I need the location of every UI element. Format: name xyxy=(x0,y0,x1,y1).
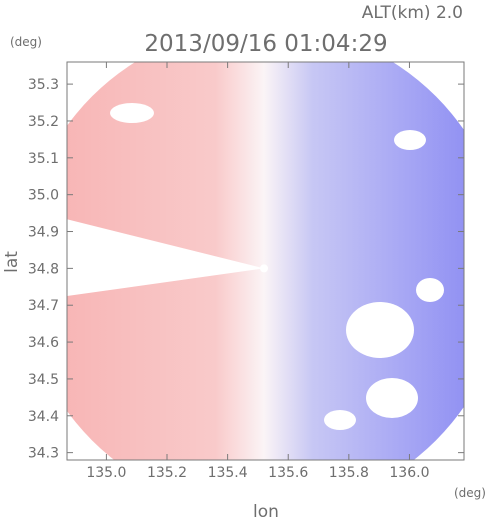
plot-frame xyxy=(66,61,465,461)
x-axis-label: lon xyxy=(253,502,279,521)
no-echo-area-1 xyxy=(366,378,418,418)
chart-title: 2013/09/16 01:04:29 xyxy=(144,31,387,57)
y-axis-label: lat xyxy=(2,251,22,273)
x-tick-label: 135.4 xyxy=(208,465,248,481)
x-axis: 135.0 135.2 135.4 135.6 135.8 136.0 xyxy=(86,62,429,481)
y-tick-label: 34.7 xyxy=(28,298,59,314)
no-echo-area-4 xyxy=(110,103,154,123)
no-echo-area-3 xyxy=(416,278,444,302)
y-tick-label: 35.2 xyxy=(28,114,59,130)
y-tick-label: 35.3 xyxy=(28,77,59,93)
y-axis: 34.3 34.4 34.5 34.6 34.7 34.8 34.9 35.0 35.1 35.2… xyxy=(28,77,464,462)
y-tick-label: 34.5 xyxy=(28,372,59,388)
y-tick-label: 34.6 xyxy=(28,335,59,351)
x-tick-label: 135.2 xyxy=(147,465,187,481)
x-tick-label: 136.0 xyxy=(389,465,429,481)
altitude-label: ALT(km) 2.0 xyxy=(362,3,463,23)
x-tick-label: 135.0 xyxy=(86,465,126,481)
y-tick-label: 35.0 xyxy=(28,188,59,204)
x-unit-label: (deg) xyxy=(454,486,486,500)
y-tick-label: 34.9 xyxy=(28,225,59,241)
no-echo-area-0 xyxy=(346,302,414,358)
y-tick-label: 34.8 xyxy=(28,261,59,277)
y-tick-label: 34.3 xyxy=(28,446,59,462)
y-tick-label: 34.4 xyxy=(28,409,59,425)
velocity-field xyxy=(67,62,464,460)
no-data-wedge xyxy=(67,219,264,297)
radar-coverage-disc xyxy=(67,62,464,460)
no-echo-area-5 xyxy=(394,130,426,150)
radar-site-marker xyxy=(259,264,268,273)
y-tick-label: 35.1 xyxy=(28,151,59,167)
x-tick-label: 135.8 xyxy=(329,465,369,481)
y-unit-label: (deg) xyxy=(10,35,42,49)
x-tick-label: 135.6 xyxy=(268,465,308,481)
no-echo-area-2 xyxy=(324,410,356,430)
